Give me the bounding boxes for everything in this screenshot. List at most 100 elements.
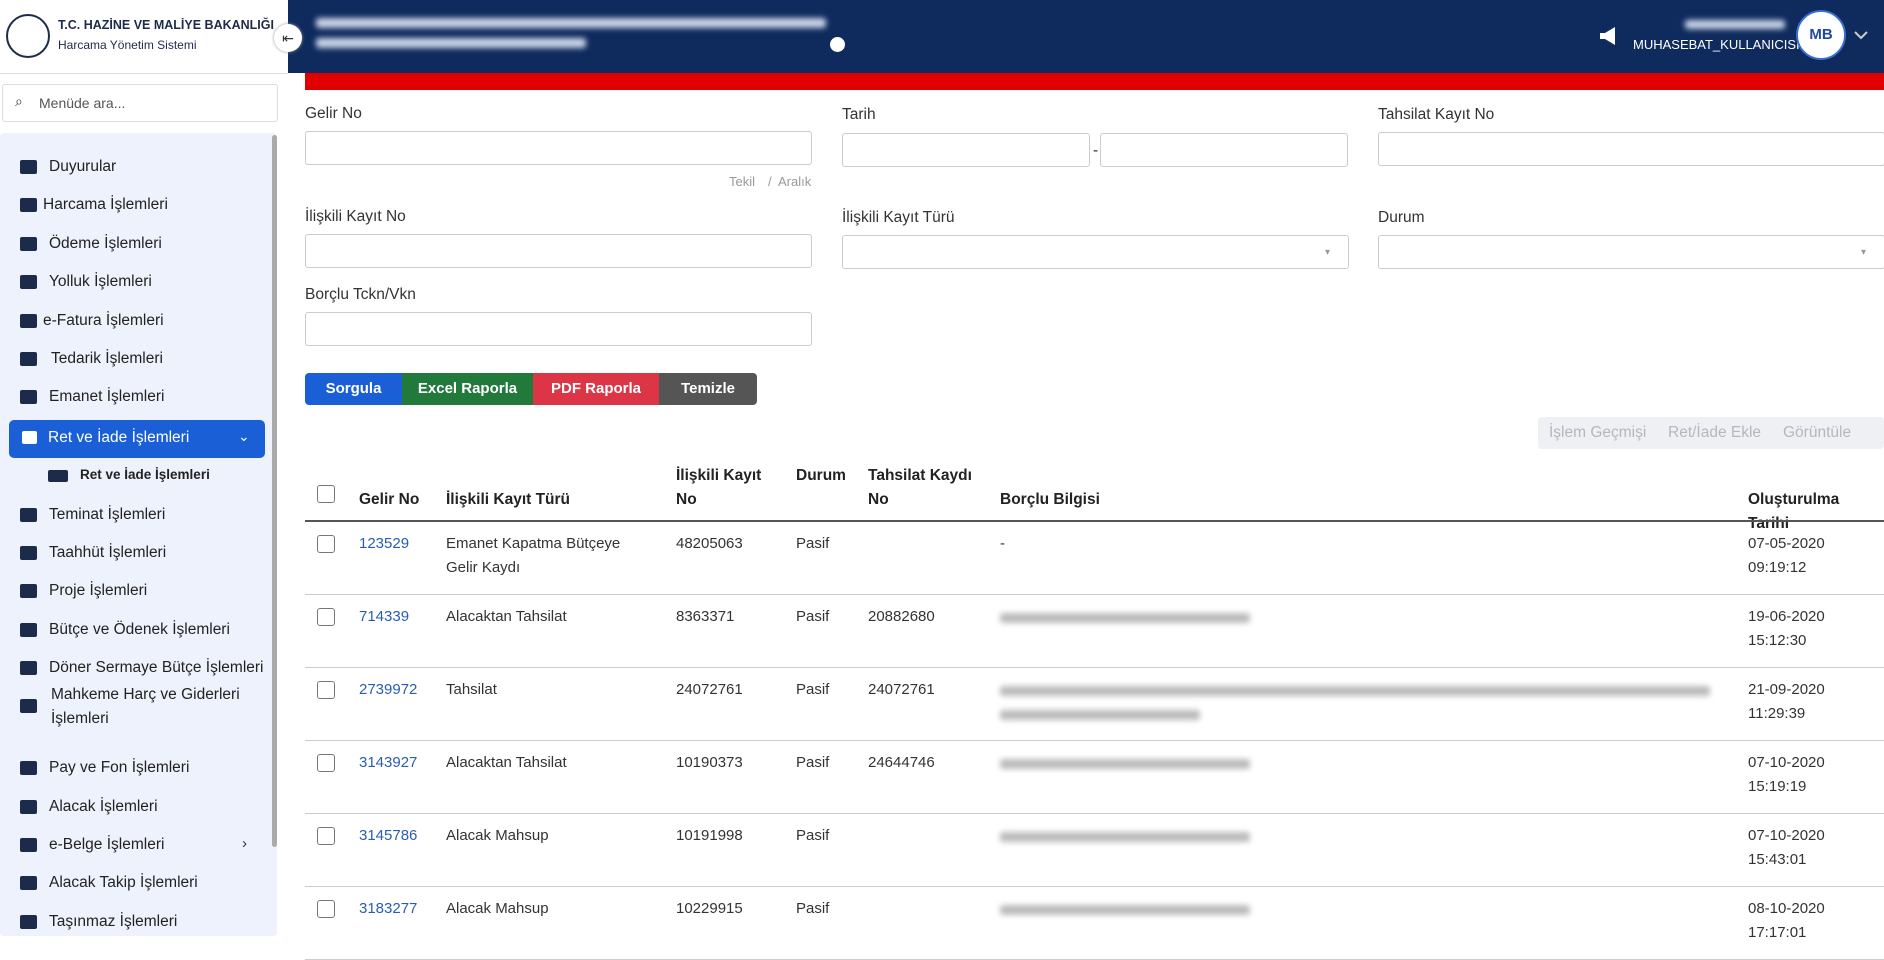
action-button[interactable]: Görüntüle [1783, 424, 1852, 441]
cell: Alacak Mahsup [446, 827, 549, 844]
row-rule [305, 813, 1884, 814]
submenu-label[interactable]: Ret ve İade İşlemleri [80, 467, 210, 482]
button[interactable]: Sorgula [305, 373, 402, 405]
date-input[interactable] [1100, 133, 1348, 167]
menu-label[interactable]: Harcama İşlemleri [43, 196, 168, 213]
text-input[interactable] [305, 312, 812, 346]
icon [20, 508, 37, 522]
menu-label[interactable]: Bütçe ve Ödenek İşlemleri [49, 621, 230, 638]
hint[interactable]: Tekil [729, 174, 756, 189]
cell[interactable]: 123529 [359, 535, 410, 552]
icon [20, 160, 37, 174]
icon [20, 699, 37, 713]
menu-label[interactable]: Mahkeme Harç ve Giderleri İşlemleri [51, 686, 240, 727]
column-header[interactable]: Borçlu Bilgisi [1000, 491, 1100, 508]
cell: 07-10-2020 15:43:01 [1748, 827, 1825, 868]
action-bar [1538, 417, 1884, 449]
menu-label[interactable]: Proje İşlemleri [49, 582, 148, 599]
dropdown-caret: ▾ [1861, 247, 1867, 258]
cell[interactable]: 714339 [359, 608, 410, 625]
icon [20, 352, 37, 366]
menu-label[interactable]: Emanet İşlemleri [49, 388, 165, 405]
checkbox[interactable] [317, 485, 335, 503]
more-button[interactable] [830, 37, 845, 52]
cell: Alacaktan Tahsilat [446, 754, 567, 771]
header-rule [305, 520, 1884, 522]
menu-label[interactable]: Tedarik İşlemleri [51, 350, 163, 367]
menu-search[interactable]: Menüde ara... ⌕ [2, 84, 278, 122]
date-input[interactable] [842, 133, 1090, 167]
icon [20, 198, 37, 212]
text-input[interactable] [305, 234, 812, 268]
menu-label[interactable]: Duyurular [49, 158, 117, 175]
user-logo[interactable]: MB [1796, 10, 1846, 60]
cell[interactable]: 3183277 [359, 900, 418, 917]
field-label: Tahsilat Kayıt No [1378, 106, 1495, 123]
button[interactable]: Temizle [659, 373, 757, 405]
action-button[interactable]: İşlem Geçmişi [1549, 424, 1647, 441]
checkbox[interactable] [317, 900, 335, 918]
checkbox[interactable] [317, 608, 335, 626]
cell: Alacak Mahsup [446, 900, 549, 917]
announce-icon[interactable] [1598, 26, 1620, 46]
text-input[interactable] [1378, 235, 1884, 269]
menu-label[interactable]: e-Belge İşlemleri [49, 836, 165, 853]
column-header[interactable]: Tahsilat Kaydı No [868, 467, 972, 508]
scrollbar [272, 135, 277, 847]
checkbox[interactable] [317, 754, 335, 772]
blurred-text [316, 18, 826, 28]
cell: Pasif [796, 900, 830, 917]
cell: 07-05-2020 09:19:12 [1748, 535, 1825, 576]
icon [22, 431, 37, 444]
collapse-button[interactable]: ⇤ [274, 24, 302, 52]
button[interactable]: Excel Raporla [402, 373, 533, 405]
icon [20, 237, 37, 251]
icon [20, 915, 37, 929]
icon [20, 661, 37, 675]
menu-label[interactable]: Ret ve İade İşlemleri [48, 429, 190, 446]
menu-label[interactable]: Alacak İşlemleri [49, 798, 158, 815]
row-rule [305, 667, 1884, 668]
menu-label[interactable]: Teminat İşlemleri [49, 506, 166, 523]
cell: 20882680 [868, 608, 935, 625]
checkbox[interactable] [317, 681, 335, 699]
cell: Emanet Kapatma Bütçeye Gelir Kaydı [446, 535, 621, 576]
ministry-logo [6, 14, 50, 58]
column-header[interactable]: İlişkili Kayıt No [676, 467, 762, 508]
hint[interactable]: Aralık [778, 174, 812, 189]
menu-label[interactable]: Taahhüt İşlemleri [49, 544, 167, 561]
checkbox[interactable] [317, 535, 335, 553]
checkbox[interactable] [317, 827, 335, 845]
menu-label[interactable]: e-Fatura İşlemleri [43, 312, 164, 329]
column-header[interactable]: Durum [796, 467, 846, 484]
action-button[interactable]: Ret/İade Ekle [1668, 424, 1762, 441]
cell: Pasif [796, 754, 830, 771]
menu-item-active[interactable] [9, 420, 265, 458]
field-label: Tarih [842, 106, 876, 123]
cell[interactable]: 2739972 [359, 681, 418, 698]
menu-label[interactable]: Alacak Takip İşlemleri [49, 874, 198, 891]
cell: 08-10-2020 17:17:01 [1748, 900, 1825, 941]
text-input[interactable] [842, 235, 1349, 269]
menu-label[interactable]: Döner Sermaye Bütçe İşlemleri [49, 659, 264, 676]
cell[interactable]: 3143927 [359, 754, 418, 771]
blurred-text [1685, 20, 1785, 29]
icon [20, 584, 37, 598]
icon [20, 800, 37, 814]
column-header[interactable]: Gelir No [359, 491, 420, 508]
menu-label[interactable]: Ödeme İşlemleri [49, 235, 162, 252]
menu-label[interactable]: Pay ve Fon İşlemleri [49, 759, 190, 776]
menu-label[interactable]: Taşınmaz İşlemleri [49, 913, 178, 930]
button[interactable]: PDF Raporla [533, 373, 659, 405]
text-input[interactable] [1378, 132, 1884, 166]
text-input[interactable] [305, 131, 812, 165]
column-header[interactable]: Oluşturulma Tarihi [1748, 491, 1840, 532]
icon [48, 470, 68, 482]
menu-label[interactable]: Yolluk İşlemleri [49, 273, 152, 290]
cell[interactable]: 3145786 [359, 827, 418, 844]
user-name[interactable]: MUHASEBAT_KULLANICISI [1633, 37, 1800, 52]
brand: T.C. HAZİNE VE MALİYE BAKANLIĞI Harcama … [0, 0, 302, 74]
blurred-text [1000, 832, 1250, 842]
column-header[interactable]: İlişkili Kayıt Türü [446, 491, 571, 508]
dropdown-caret: ▾ [1325, 247, 1331, 258]
